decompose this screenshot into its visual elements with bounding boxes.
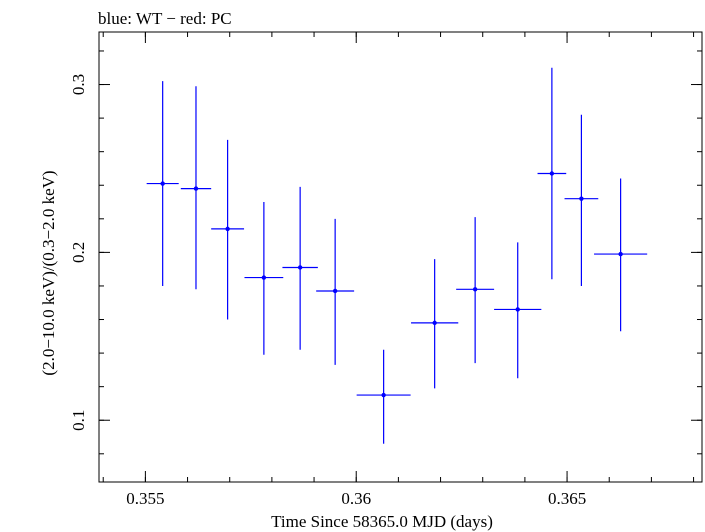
x-tick-label: 0.36 (341, 489, 371, 508)
x-axis-label: Time Since 58365.0 MJD (days) (271, 512, 493, 531)
data-point (146, 81, 179, 286)
data-marker (332, 288, 338, 294)
data-point (282, 186, 318, 350)
y-axis: 0.1 0.2 0.3 (69, 50, 702, 455)
data-point (316, 218, 355, 365)
plot-frame (98, 31, 703, 483)
data-marker (472, 287, 478, 292)
data-marker (618, 251, 623, 257)
y-tick-label: 0.2 (69, 242, 88, 263)
y-tick-label: 0.1 (69, 410, 88, 431)
data-point (356, 349, 411, 444)
data-point (211, 139, 245, 320)
x-tick-label: 0.355 (126, 489, 164, 508)
chart-title: blue: WT − red: PC (98, 9, 232, 28)
data-point (244, 202, 284, 355)
data-marker (193, 186, 199, 191)
data-marker (160, 181, 165, 186)
data-point (537, 67, 567, 280)
x-axis: 0.355 0.36 0.365 (102, 32, 695, 508)
y-axis-label: (2.0−10.0 keV)/(0.3−2.0 keV) (39, 170, 58, 375)
data-marker (381, 392, 386, 398)
data-marker (225, 226, 230, 232)
data-point (456, 217, 495, 364)
data-marker (515, 307, 520, 312)
data-point (494, 242, 542, 379)
y-tick-label: 0.3 (69, 74, 88, 95)
data-point (564, 114, 599, 286)
data-marker (432, 320, 437, 326)
data-marker (579, 196, 584, 201)
data-point (411, 259, 459, 389)
data-point (180, 86, 212, 290)
data-marker (261, 275, 267, 280)
data-series (146, 67, 648, 444)
data-point (594, 178, 648, 332)
data-marker (549, 171, 555, 176)
x-tick-label: 0.365 (548, 489, 586, 508)
data-marker (297, 265, 303, 270)
